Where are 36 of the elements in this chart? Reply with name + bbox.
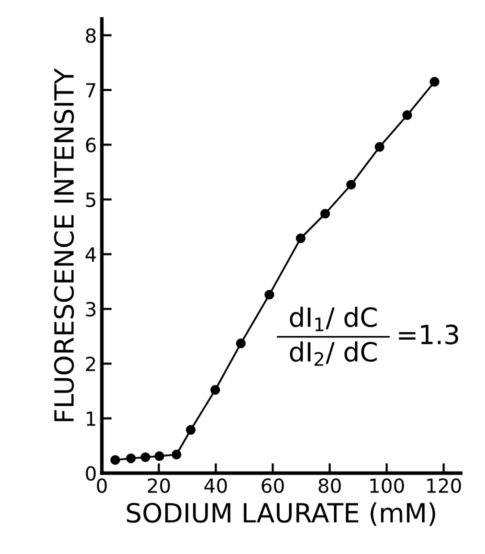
point — [210, 385, 220, 395]
annotation: dI$_{2}$/ dC — [290, 341, 377, 366]
x-tick-label: 60 — [262, 478, 284, 494]
point — [264, 290, 274, 300]
point — [320, 208, 330, 219]
y-tick-label: 3 — [86, 302, 96, 317]
annotation: dI$_{1}$/ dC — [290, 306, 377, 332]
annotation: =1.3 — [398, 324, 458, 344]
point — [186, 425, 196, 435]
point — [126, 453, 136, 464]
point — [430, 76, 440, 87]
point — [346, 180, 356, 190]
point — [172, 450, 182, 460]
point — [110, 455, 120, 465]
y-tick-label: 4 — [86, 247, 96, 262]
point — [140, 452, 150, 462]
x-tick-label: 20 — [148, 478, 170, 494]
y-tick-label: 8 — [86, 28, 96, 43]
x-axis-title: SODIUM LAURATE (mM) — [126, 502, 436, 526]
y-axis-title: FLUORESCENCE INTENSITY — [54, 68, 74, 422]
point — [296, 233, 306, 244]
y-tick-label: 5 — [86, 192, 96, 208]
point — [374, 142, 384, 152]
x-tick-label: 100 — [370, 478, 404, 494]
x-tick-label: 0 — [96, 478, 107, 494]
x-tick-label: 80 — [318, 478, 341, 494]
point — [236, 338, 246, 348]
y-tick-label: 1 — [86, 412, 96, 426]
point — [154, 451, 164, 462]
y-tick-label: 0 — [86, 466, 96, 481]
y-tick-label: 6 — [86, 138, 96, 152]
x-tick-label: 120 — [427, 478, 461, 494]
y-tick-label: 7 — [86, 83, 96, 98]
y-tick-label: 2 — [86, 356, 96, 372]
point — [402, 110, 412, 120]
x-tick-label: 40 — [204, 478, 227, 494]
